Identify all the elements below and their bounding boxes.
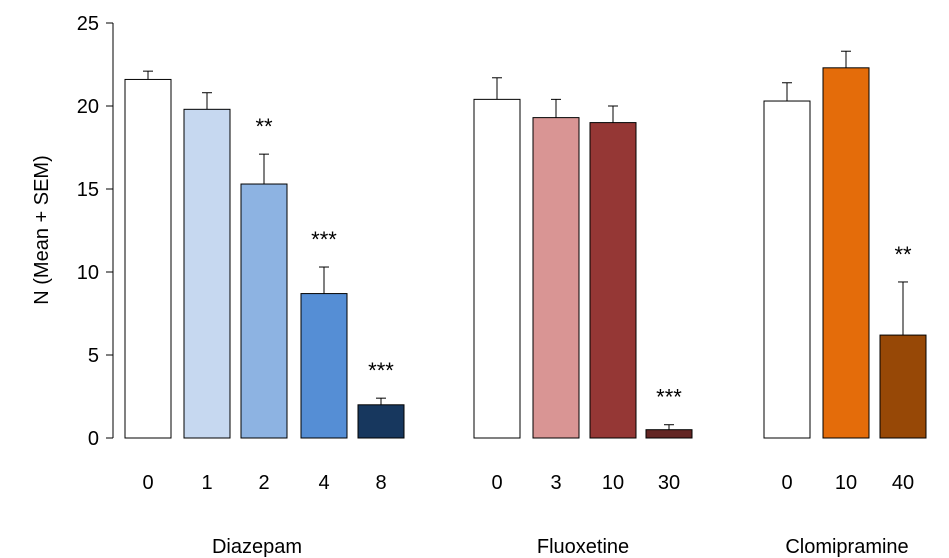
x-tick-label: 4 <box>318 472 329 494</box>
bar <box>879 334 927 439</box>
group-label: Clomipramine <box>785 536 908 558</box>
x-tick-label: 3 <box>550 472 561 494</box>
group-label: Fluoxetine <box>537 536 629 558</box>
x-tick-label: 10 <box>602 472 624 494</box>
y-axis: 0 5 10 15 20 25 <box>77 13 114 450</box>
bar <box>589 122 637 439</box>
y-tick-label: 0 <box>88 428 99 450</box>
bar <box>183 108 231 439</box>
x-tick-label: 1 <box>201 472 212 494</box>
bar-group-clomipramine: 0 10 ** 40 Clomipramine <box>763 50 927 558</box>
bar <box>763 100 811 439</box>
bar-group-diazepam: 0 1 ** 2 *** 4 *** 8 Diazepam <box>124 70 405 558</box>
bar <box>240 183 288 439</box>
x-tick-label: 0 <box>142 472 153 494</box>
bar <box>300 293 348 439</box>
x-tick-label: 0 <box>781 472 792 494</box>
bar <box>473 98 521 439</box>
bar <box>357 404 405 439</box>
bar <box>822 67 870 439</box>
x-tick-label: 8 <box>375 472 386 494</box>
bars: 0 1 ** 2 *** 4 *** 8 Diazepam 0 3 10 *** 30 Fluoxetine… <box>124 50 927 558</box>
y-tick-label: 5 <box>88 345 99 367</box>
x-tick-label: 2 <box>258 472 269 494</box>
x-tick-label: 0 <box>491 472 502 494</box>
bar-group-fluoxetine: 0 3 10 *** 30 Fluoxetine <box>473 77 693 558</box>
x-tick-label: 30 <box>658 472 680 494</box>
x-tick-label: 40 <box>892 472 914 494</box>
y-tick-label: 20 <box>77 96 99 118</box>
bar <box>645 429 693 439</box>
bar <box>124 78 172 439</box>
significance-label: *** <box>368 358 394 383</box>
y-axis-label: N (Mean + SEM) <box>31 155 53 304</box>
y-tick-label: 15 <box>77 179 99 201</box>
bar <box>532 117 580 439</box>
y-tick-label: 10 <box>77 262 99 284</box>
significance-label: ** <box>894 242 912 267</box>
x-tick-label: 10 <box>835 472 857 494</box>
significance-label: ** <box>255 114 273 139</box>
significance-label: *** <box>311 227 337 252</box>
y-tick-label: 25 <box>77 13 99 35</box>
group-label: Diazepam <box>212 536 302 558</box>
significance-label: *** <box>656 385 682 410</box>
